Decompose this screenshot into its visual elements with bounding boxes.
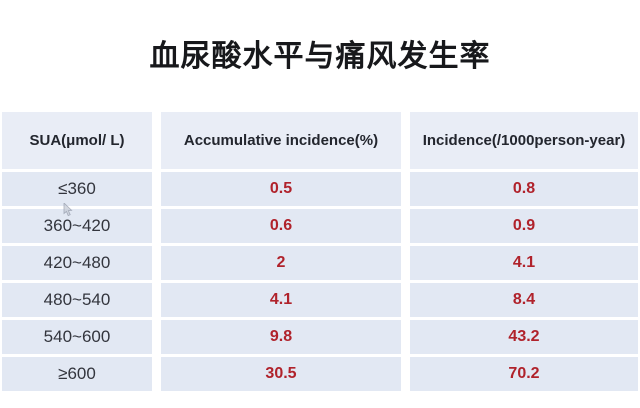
- table-cell-accumulative: 0.5: [161, 172, 401, 206]
- uric-acid-gout-table: SUA(μmol/ L) Accumulative incidence(%) I…: [2, 112, 638, 391]
- table-row-sua-range: ≥600: [2, 357, 152, 391]
- table-cell-accumulative: 9.8: [161, 320, 401, 354]
- table-cell-accumulative: 30.5: [161, 357, 401, 391]
- mouse-cursor-icon: [63, 203, 73, 217]
- table-cell-incidence: 0.8: [410, 172, 638, 206]
- table-row-sua-range: 360~420: [2, 209, 152, 243]
- table-row-sua-range: 540~600: [2, 320, 152, 354]
- column-header-accumulative-incidence: Accumulative incidence(%): [161, 112, 401, 169]
- table-cell-incidence: 43.2: [410, 320, 638, 354]
- table-cell-incidence: 8.4: [410, 283, 638, 317]
- table-cell-accumulative: 2: [161, 246, 401, 280]
- table-row-sua-range: 420~480: [2, 246, 152, 280]
- table-cell-accumulative: 0.6: [161, 209, 401, 243]
- table-cell-incidence: 70.2: [410, 357, 638, 391]
- slide-title: 血尿酸水平与痛风发生率: [149, 40, 491, 73]
- table-row-sua-range: ≤360: [2, 172, 152, 206]
- column-header-sua: SUA(μmol/ L): [2, 112, 152, 169]
- column-header-incidence: Incidence(/1000person-year): [410, 112, 638, 169]
- table-cell-incidence: 4.1: [410, 246, 638, 280]
- table-cell-accumulative: 4.1: [161, 283, 401, 317]
- table-cell-incidence: 0.9: [410, 209, 638, 243]
- table-row-sua-range: 480~540: [2, 283, 152, 317]
